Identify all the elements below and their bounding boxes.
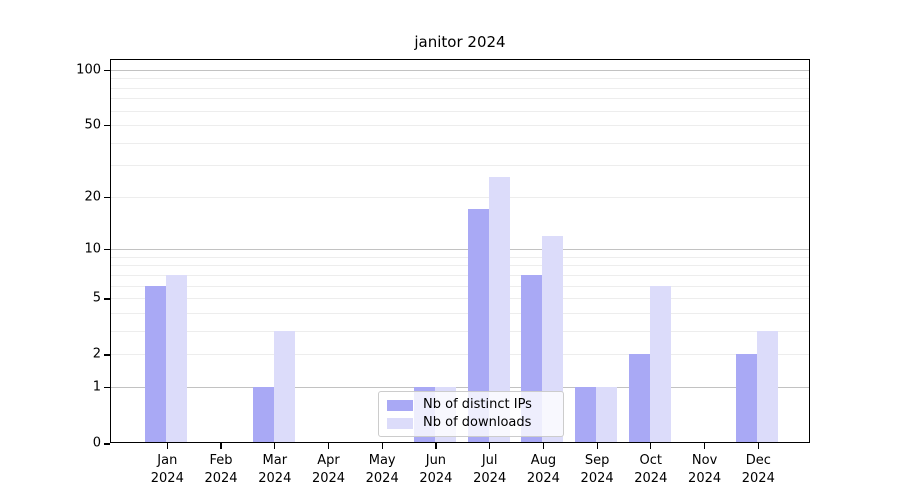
y-tick-mark [104,387,110,389]
bar-ips-jan [145,285,167,444]
x-tick-mark [220,443,222,450]
gridline-y-4 [110,313,810,314]
bar-ips-sep [575,387,597,444]
bar-downloads-jul [488,176,510,444]
y-tick-label-10: 10 [84,241,101,257]
bar-ips-jul [467,209,489,444]
y-tick-label-20: 20 [84,189,101,205]
x-tick-label-feb: Feb 2024 [204,453,238,487]
plot-frame [110,58,810,444]
gridline-y-90 [110,78,810,80]
legend-row-downloads: Nb of downloads [387,416,555,430]
gridline-y-50 [110,125,810,126]
x-tick-label-jul: Jul 2024 [473,453,507,487]
gridline-y-30 [110,165,810,167]
x-tick-label-jun: Jun 2024 [419,453,453,487]
x-tick-label-may: May 2024 [365,453,399,487]
bar-ips-dec [736,354,758,444]
bar-downloads-oct [649,285,671,444]
gridline-y-80 [110,87,810,89]
gridline-y-20 [110,196,810,198]
chart-title: janitor 2024 [414,33,506,51]
x-tick-mark [435,443,437,450]
bar-downloads-sep [596,387,618,444]
bar-downloads-mar [273,331,295,444]
gridline-y-70 [110,98,810,100]
gridline-y-10 [110,249,810,251]
bar-ips-oct [628,354,650,444]
x-tick-label-sep: Sep 2024 [580,453,614,487]
y-tick-mark [104,196,110,199]
y-tick-mark [104,125,110,127]
legend-row-distinct-ips: Nb of distinct IPs [387,398,555,412]
legend-label-distinct-ips: Nb of distinct IPs [423,397,532,412]
gridline-y-100 [110,69,810,71]
y-tick-label-5: 5 [92,290,101,306]
bar-downloads-dec [757,331,779,444]
y-tick-label-100: 100 [76,62,101,78]
x-tick-label-mar: Mar 2024 [258,453,292,487]
legend-label-downloads: Nb of downloads [423,415,532,430]
x-tick-mark [704,443,706,450]
y-tick-label-2: 2 [92,346,101,362]
x-tick-label-aug: Aug 2024 [526,453,560,487]
gridline-y-40 [110,142,810,144]
gridline-y-2 [110,354,810,356]
x-tick-label-nov: Nov 2024 [688,453,722,487]
y-tick-label-0: 0 [92,435,101,451]
gridline-y-9 [110,256,810,258]
gridline-y-60 [110,110,810,112]
legend: Nb of distinct IPs Nb of downloads [378,391,564,437]
y-tick-mark [104,443,110,445]
gridline-y-8 [110,265,810,267]
x-tick-mark [274,443,276,450]
y-tick-mark [104,249,110,251]
x-tick-mark [381,443,383,450]
bar-ips-mar [252,387,274,444]
x-tick-label-dec: Dec 2024 [741,453,775,487]
x-tick-label-oct: Oct 2024 [634,453,668,487]
y-tick-label-50: 50 [84,117,101,133]
x-tick-mark [489,443,491,450]
x-tick-label-jan: Jan 2024 [150,453,184,487]
x-tick-mark [596,443,598,450]
x-tick-mark [650,443,652,450]
legend-swatch-downloads [387,417,413,429]
y-tick-label-1: 1 [92,379,101,395]
y-tick-mark [104,69,110,71]
gridline-y-5 [110,298,810,300]
x-tick-mark [757,443,759,450]
gridline-y-3 [110,331,810,333]
x-tick-mark [327,443,330,450]
x-tick-mark [542,443,545,450]
legend-swatch-distinct-ips [387,399,413,411]
gridline-y-6 [110,285,810,287]
y-tick-mark [104,354,110,356]
gridline-y-7 [110,275,810,276]
y-tick-mark [104,298,110,300]
x-tick-label-apr: Apr 2024 [311,453,346,487]
gridline-y-1 [110,387,810,389]
bar-downloads-jan [166,275,188,444]
x-tick-mark [166,443,168,450]
